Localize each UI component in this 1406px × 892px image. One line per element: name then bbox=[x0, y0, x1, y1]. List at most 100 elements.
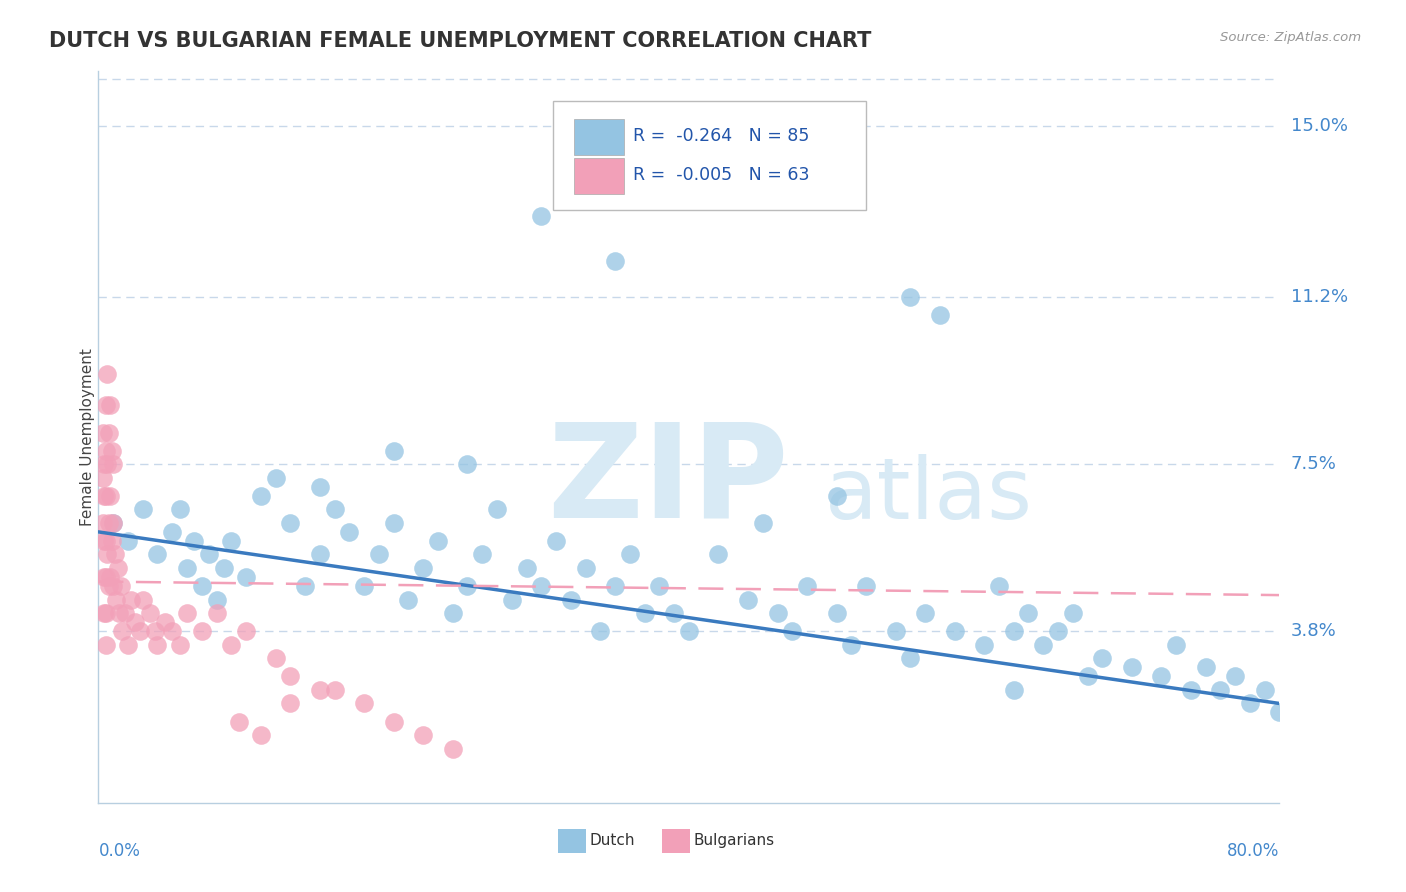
Point bbox=[108, 606, 131, 620]
Text: 80.0%: 80.0% bbox=[1227, 842, 1279, 860]
Point bbox=[323, 502, 346, 516]
Point bbox=[198, 548, 221, 562]
Point bbox=[619, 548, 641, 562]
Point bbox=[1254, 682, 1277, 697]
Text: 11.2%: 11.2% bbox=[1291, 288, 1348, 306]
Point bbox=[678, 624, 700, 639]
Point bbox=[103, 516, 125, 530]
Point bbox=[212, 561, 235, 575]
Point bbox=[323, 682, 346, 697]
Text: Bulgarians: Bulgarians bbox=[693, 833, 775, 848]
Point bbox=[309, 480, 332, 494]
Point bbox=[103, 516, 125, 530]
Point bbox=[93, 606, 115, 620]
Point bbox=[98, 399, 121, 413]
FancyBboxPatch shape bbox=[575, 158, 624, 194]
Point bbox=[97, 516, 120, 530]
Text: 3.8%: 3.8% bbox=[1291, 623, 1336, 640]
Point bbox=[146, 638, 169, 652]
Point bbox=[605, 579, 627, 593]
FancyBboxPatch shape bbox=[662, 830, 690, 853]
Point bbox=[235, 570, 257, 584]
Point bbox=[1150, 669, 1173, 683]
Point bbox=[929, 308, 952, 322]
Point bbox=[309, 548, 332, 562]
Point bbox=[1046, 624, 1070, 639]
Point bbox=[205, 592, 228, 607]
Point bbox=[103, 457, 125, 471]
Point bbox=[560, 592, 582, 607]
Point bbox=[128, 624, 150, 639]
Point bbox=[855, 579, 877, 593]
Point bbox=[93, 489, 115, 503]
Point bbox=[884, 624, 907, 639]
Text: atlas: atlas bbox=[825, 454, 1033, 537]
Point bbox=[221, 638, 243, 652]
Point bbox=[914, 606, 936, 620]
Point bbox=[382, 516, 405, 530]
Point bbox=[105, 592, 128, 607]
Point bbox=[1032, 638, 1054, 652]
Text: 15.0%: 15.0% bbox=[1291, 117, 1347, 135]
Point bbox=[825, 606, 848, 620]
Point bbox=[1018, 606, 1040, 620]
Point bbox=[309, 682, 332, 697]
Point bbox=[546, 533, 568, 548]
Point bbox=[412, 728, 434, 742]
Point bbox=[943, 624, 966, 639]
Point bbox=[1091, 651, 1114, 665]
Point bbox=[91, 471, 114, 485]
Point bbox=[530, 579, 553, 593]
FancyBboxPatch shape bbox=[558, 830, 586, 853]
Point bbox=[1166, 638, 1188, 652]
Point bbox=[228, 714, 250, 729]
Point bbox=[96, 457, 118, 471]
Point bbox=[1062, 606, 1084, 620]
Point bbox=[398, 592, 420, 607]
Point bbox=[176, 561, 198, 575]
Point bbox=[94, 489, 117, 503]
Point bbox=[91, 516, 114, 530]
Point bbox=[900, 290, 922, 304]
Text: 7.5%: 7.5% bbox=[1291, 455, 1337, 473]
Point bbox=[94, 570, 117, 584]
Point bbox=[353, 579, 375, 593]
Point bbox=[94, 606, 117, 620]
Point bbox=[153, 615, 176, 630]
Point bbox=[1268, 706, 1291, 720]
Point bbox=[988, 579, 1011, 593]
Point bbox=[100, 443, 122, 458]
Point bbox=[1209, 682, 1232, 697]
Text: 0.0%: 0.0% bbox=[98, 842, 141, 860]
Point bbox=[280, 697, 302, 711]
Point bbox=[280, 669, 302, 683]
Point bbox=[117, 638, 139, 652]
Point bbox=[796, 579, 818, 593]
Point bbox=[114, 606, 136, 620]
Point bbox=[1002, 682, 1025, 697]
Point bbox=[183, 533, 205, 548]
Point bbox=[427, 533, 450, 548]
Point bbox=[353, 697, 375, 711]
Point bbox=[737, 592, 759, 607]
Point bbox=[441, 606, 464, 620]
Point bbox=[103, 579, 125, 593]
Point bbox=[120, 592, 142, 607]
FancyBboxPatch shape bbox=[553, 101, 866, 211]
Point bbox=[1002, 624, 1025, 639]
Point bbox=[94, 443, 117, 458]
Y-axis label: Female Unemployment: Female Unemployment bbox=[80, 348, 94, 526]
Point bbox=[111, 624, 134, 639]
Point bbox=[1239, 697, 1261, 711]
Point bbox=[900, 651, 922, 665]
Point bbox=[97, 425, 120, 440]
Point bbox=[973, 638, 995, 652]
Point bbox=[1121, 660, 1143, 674]
Point bbox=[707, 548, 730, 562]
Point bbox=[93, 570, 115, 584]
Point bbox=[107, 561, 129, 575]
Point bbox=[98, 570, 121, 584]
Point bbox=[471, 548, 494, 562]
Point bbox=[664, 606, 686, 620]
Point bbox=[841, 638, 863, 652]
